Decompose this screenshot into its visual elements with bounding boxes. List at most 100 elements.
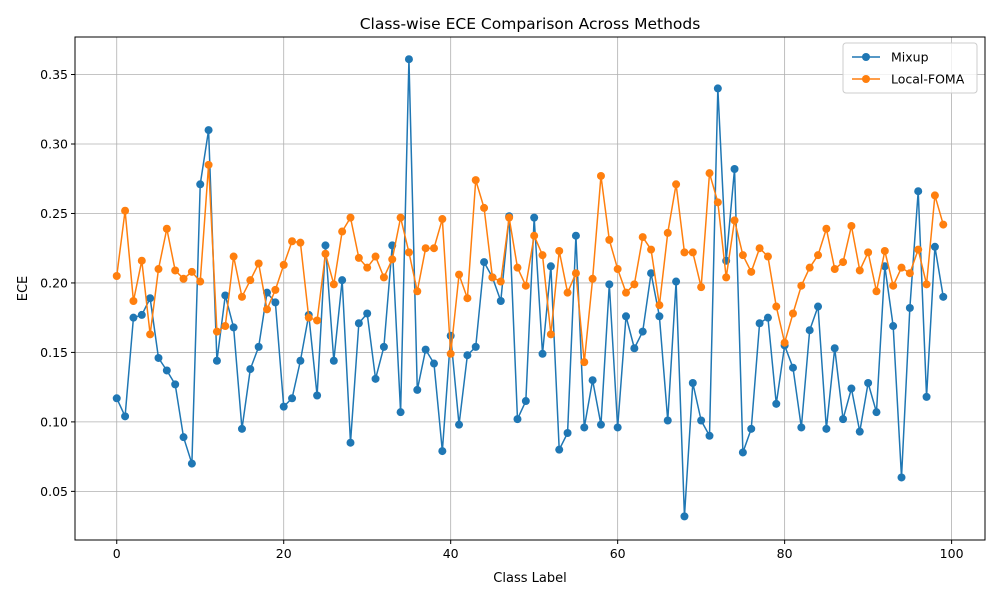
data-point-local-foma bbox=[814, 251, 823, 260]
data-point-mixup bbox=[521, 397, 530, 406]
data-point-mixup bbox=[922, 392, 931, 401]
data-point-mixup bbox=[471, 342, 480, 351]
data-point-local-foma bbox=[296, 238, 305, 247]
data-point-local-foma bbox=[780, 338, 789, 347]
data-point-mixup bbox=[212, 356, 221, 365]
data-point-local-foma bbox=[705, 169, 714, 178]
data-point-local-foma bbox=[471, 176, 480, 185]
data-point-local-foma bbox=[463, 294, 472, 303]
data-point-local-foma bbox=[146, 330, 155, 339]
data-point-mixup bbox=[296, 356, 305, 365]
data-point-local-foma bbox=[839, 258, 848, 267]
data-point-mixup bbox=[805, 326, 814, 335]
data-point-mixup bbox=[271, 298, 280, 307]
data-point-mixup bbox=[630, 344, 639, 353]
data-point-local-foma bbox=[429, 244, 438, 253]
data-point-local-foma bbox=[346, 213, 355, 222]
data-point-local-foma bbox=[672, 180, 681, 189]
data-point-mixup bbox=[137, 310, 146, 319]
data-point-mixup bbox=[839, 415, 848, 424]
plot-frame bbox=[74, 36, 986, 541]
axis-ticks: 0 20 40 60 80 100 0.05 0.10 0.15 0.20 0.25 0.30 0.35 bbox=[40, 67, 963, 561]
data-point-local-foma bbox=[688, 248, 697, 257]
data-point-local-foma bbox=[396, 213, 405, 222]
data-point-mixup bbox=[530, 213, 539, 222]
data-point-mixup bbox=[605, 280, 614, 289]
data-point-local-foma bbox=[538, 251, 547, 260]
data-point-mixup bbox=[563, 429, 572, 438]
data-point-local-foma bbox=[546, 330, 555, 339]
data-point-mixup bbox=[822, 424, 831, 433]
data-point-local-foma bbox=[755, 244, 764, 253]
data-point-mixup bbox=[154, 353, 163, 362]
data-point-local-foma bbox=[730, 216, 739, 225]
x-tick-label: 100 bbox=[940, 546, 964, 561]
data-point-local-foma bbox=[329, 280, 338, 289]
data-point-mixup bbox=[830, 344, 839, 353]
data-point-local-foma bbox=[246, 276, 255, 285]
data-point-mixup bbox=[421, 345, 430, 354]
data-point-local-foma bbox=[713, 198, 722, 207]
data-point-local-foma bbox=[571, 269, 580, 278]
data-point-mixup bbox=[321, 241, 330, 250]
data-point-local-foma bbox=[663, 228, 672, 237]
data-point-mixup bbox=[905, 303, 914, 312]
data-point-local-foma bbox=[304, 313, 313, 322]
legend-box bbox=[842, 42, 978, 94]
data-point-local-foma bbox=[563, 288, 572, 297]
data-point-local-foma bbox=[446, 349, 455, 358]
y-tick-label: 0.15 bbox=[40, 345, 68, 360]
data-point-mixup bbox=[480, 258, 489, 267]
data-point-local-foma bbox=[379, 273, 388, 282]
data-point-local-foma bbox=[830, 265, 839, 274]
series-line-mixup bbox=[116, 58, 944, 518]
data-point-local-foma bbox=[521, 281, 530, 290]
data-point-local-foma bbox=[363, 263, 372, 272]
data-point-mixup bbox=[413, 385, 422, 394]
data-point-mixup bbox=[797, 423, 806, 432]
data-point-local-foma bbox=[455, 270, 464, 279]
data-point-mixup bbox=[429, 359, 438, 368]
data-point-mixup bbox=[404, 55, 413, 64]
data-point-local-foma bbox=[371, 252, 380, 261]
data-point-local-foma bbox=[655, 301, 664, 310]
data-point-mixup bbox=[738, 448, 747, 457]
data-point-mixup bbox=[204, 126, 213, 135]
x-tick-label: 20 bbox=[276, 546, 292, 561]
data-point-mixup bbox=[196, 180, 205, 189]
x-tick-label: 40 bbox=[443, 546, 459, 561]
data-point-local-foma bbox=[855, 266, 864, 275]
data-point-local-foma bbox=[805, 263, 814, 272]
data-point-mixup bbox=[622, 312, 631, 321]
data-point-local-foma bbox=[914, 245, 923, 254]
data-point-mixup bbox=[663, 416, 672, 425]
legend-marker-local-foma bbox=[862, 75, 870, 83]
data-point-local-foma bbox=[880, 246, 889, 255]
data-point-local-foma bbox=[488, 273, 497, 282]
data-point-mixup bbox=[772, 399, 781, 408]
data-point-mixup bbox=[588, 376, 597, 385]
data-point-mixup bbox=[171, 380, 180, 389]
data-point-local-foma bbox=[747, 267, 756, 276]
data-point-mixup bbox=[279, 402, 288, 411]
data-point-mixup bbox=[680, 512, 689, 521]
data-point-local-foma bbox=[480, 203, 489, 212]
data-point-mixup bbox=[930, 242, 939, 251]
data-point-mixup bbox=[112, 394, 121, 403]
data-point-local-foma bbox=[438, 215, 447, 224]
data-point-mixup bbox=[939, 292, 948, 301]
data-point-mixup bbox=[814, 302, 823, 311]
y-tick-label: 0.30 bbox=[40, 136, 68, 151]
data-point-mixup bbox=[254, 342, 263, 351]
data-point-mixup bbox=[246, 365, 255, 374]
data-point-local-foma bbox=[129, 297, 138, 306]
data-point-mixup bbox=[546, 262, 555, 271]
x-axis-label: Class Label bbox=[493, 571, 566, 586]
data-point-mixup bbox=[363, 309, 372, 318]
data-point-mixup bbox=[580, 423, 589, 432]
data-point-local-foma bbox=[763, 252, 772, 261]
data-point-local-foma bbox=[154, 265, 163, 274]
data-point-local-foma bbox=[237, 292, 246, 301]
data-point-mixup bbox=[747, 424, 756, 433]
